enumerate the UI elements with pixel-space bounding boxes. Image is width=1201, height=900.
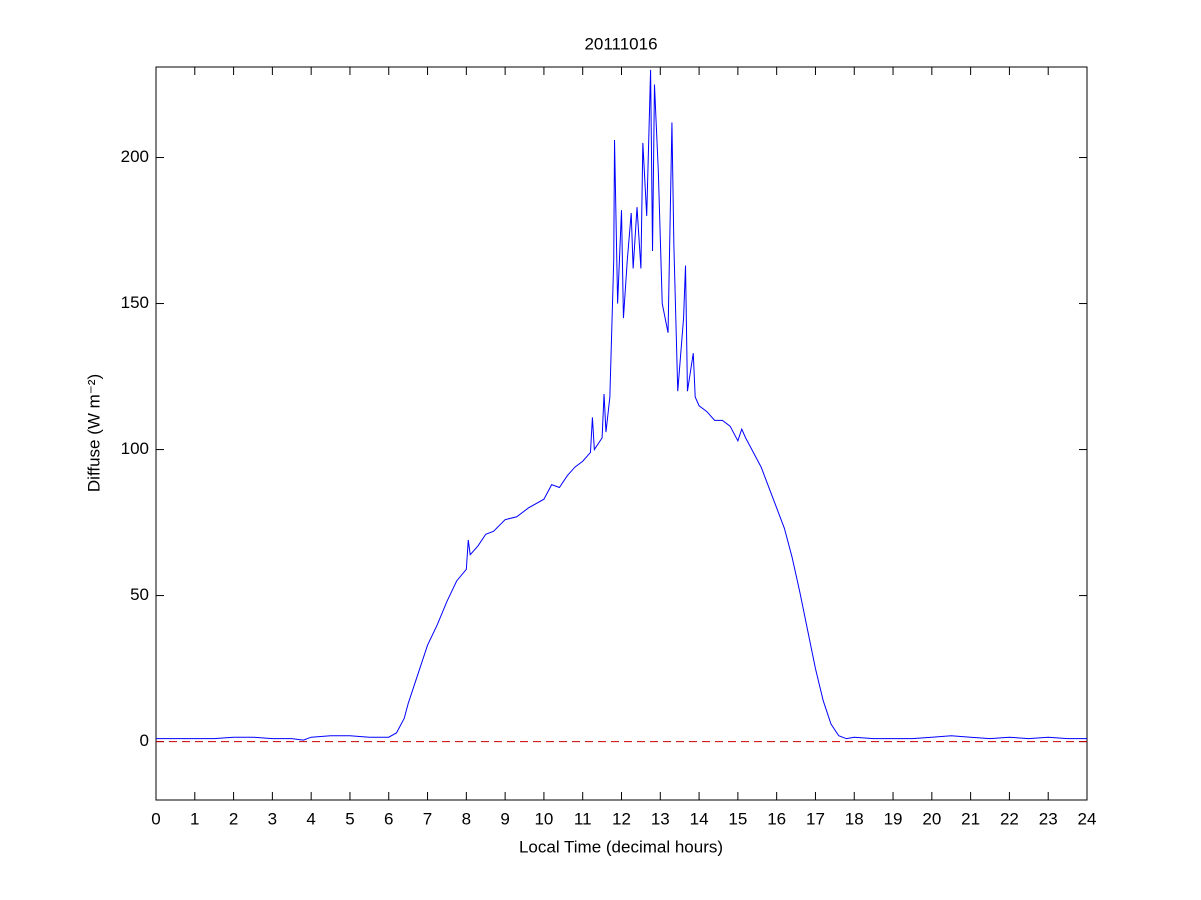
x-tick-label: 11 [574, 809, 592, 828]
x-tick-label: 12 [612, 809, 631, 828]
x-tick-label: 4 [306, 809, 315, 828]
x-tick-label: 18 [845, 809, 864, 828]
x-tick-label: 24 [1078, 809, 1097, 828]
y-tick-label: 0 [140, 731, 149, 750]
x-tick-label: 20 [922, 809, 941, 828]
x-axis-label: Local Time (decimal hours) [519, 837, 723, 856]
x-tick-label: 5 [345, 809, 354, 828]
data-line [156, 69, 1087, 741]
x-tick-label: 6 [384, 809, 393, 828]
x-tick-label: 7 [423, 809, 432, 828]
y-tick-label: 200 [121, 147, 149, 166]
x-tick-label: 13 [651, 809, 670, 828]
x-tick-label: 10 [534, 809, 553, 828]
x-tick-label: 14 [690, 809, 709, 828]
x-tick-label: 0 [151, 809, 160, 828]
x-tick-label: 3 [268, 809, 277, 828]
y-axis-label: Diffuse (W m⁻²) [84, 374, 103, 492]
x-tick-label: 16 [767, 809, 786, 828]
x-tick-label: 1 [190, 809, 199, 828]
x-tick-label: 21 [961, 809, 980, 828]
y-tick-label: 100 [121, 439, 149, 458]
x-tick-label: 22 [1000, 809, 1019, 828]
y-tick-label: 50 [130, 585, 149, 604]
x-tick-label: 17 [806, 809, 825, 828]
x-tick-label: 23 [1039, 809, 1058, 828]
chart-title: 20111016 [584, 34, 657, 53]
x-tick-label: 15 [728, 809, 747, 828]
x-tick-label: 8 [462, 809, 471, 828]
x-tick-label: 19 [884, 809, 903, 828]
y-tick-label: 150 [121, 293, 149, 312]
x-tick-label: 9 [500, 809, 509, 828]
x-tick-label: 2 [229, 809, 238, 828]
